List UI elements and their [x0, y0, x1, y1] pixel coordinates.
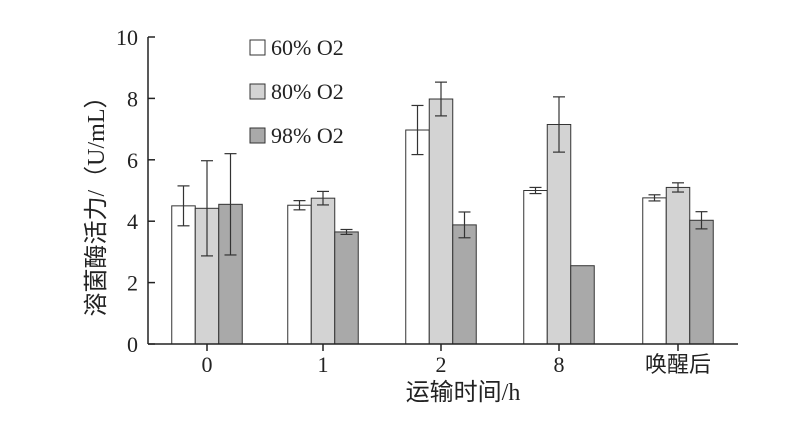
bar-s1-c4	[665, 186, 691, 345]
error-bar-s1-c2	[435, 81, 447, 117]
legend-swatch	[249, 127, 266, 144]
x-tick-label: 唤醒后	[645, 352, 711, 377]
legend-label: 80% O2	[271, 79, 344, 104]
error-bar-s1-c4	[672, 182, 684, 193]
y-axis-title: 溶菌酶活力/（U/mL）	[83, 85, 110, 317]
y-tick-label: 2	[127, 271, 138, 296]
error-bars-layer	[177, 81, 708, 257]
y-tick-label: 6	[127, 148, 138, 173]
error-bar-s2-c4	[695, 211, 708, 230]
error-bar-s1-c1	[317, 190, 329, 206]
axes-layer	[147, 37, 738, 345]
x-axis-title: 运输时间/h	[406, 379, 521, 406]
x-tick-label: 1	[318, 352, 329, 377]
legend-item-0: 60% O2	[249, 35, 344, 60]
legend-item-2: 98% O2	[249, 123, 344, 148]
bar-s1-c2	[428, 98, 454, 345]
bar-s1-c3	[546, 123, 572, 345]
error-bar-s2-c1	[340, 228, 353, 236]
bar-s2-c1	[334, 231, 359, 345]
y-tick-label: 8	[127, 86, 138, 111]
error-bar-s2-c2	[458, 211, 471, 239]
bar-s1-c1	[310, 197, 336, 345]
error-bar-s0-c4	[648, 194, 661, 202]
x-tick-label: 2	[436, 352, 447, 377]
bar-s0-c3	[523, 190, 548, 345]
y-tick-label: 10	[116, 25, 138, 50]
x-tick-label: 8	[554, 352, 565, 377]
bar-s0-c2	[405, 129, 430, 345]
error-bar-s1-c3	[553, 96, 565, 153]
legend-item-1: 80% O2	[249, 79, 344, 104]
bar-s2-c4	[689, 219, 714, 345]
error-bar-s0-c0	[177, 185, 190, 227]
error-bar-s0-c1	[293, 200, 306, 211]
y-tick-label: 0	[127, 332, 138, 357]
ticks-layer: 0 2 4 6 8 10 0 1 2 8 唤醒后	[116, 25, 711, 377]
legend: 60% O2 80% O2 98% O2	[249, 35, 344, 148]
bars-layer	[171, 98, 714, 345]
bar-s0-c1	[287, 204, 312, 345]
legend-label: 98% O2	[271, 123, 344, 148]
bar-s0-c4	[642, 197, 667, 345]
error-bar-s1-c0	[201, 160, 213, 257]
legend-swatch	[249, 39, 266, 56]
legend-swatch	[249, 83, 266, 100]
error-bar-s0-c3	[529, 186, 542, 195]
error-bar-s2-c0	[224, 153, 237, 256]
bar-s0-c0	[171, 205, 196, 345]
legend-label: 60% O2	[271, 35, 344, 60]
error-bar-s0-c2	[411, 104, 424, 156]
y-tick-label: 4	[127, 209, 138, 234]
bar-s2-c3	[570, 265, 595, 345]
bar-s2-c2	[452, 224, 477, 345]
x-tick-label: 0	[202, 352, 213, 377]
